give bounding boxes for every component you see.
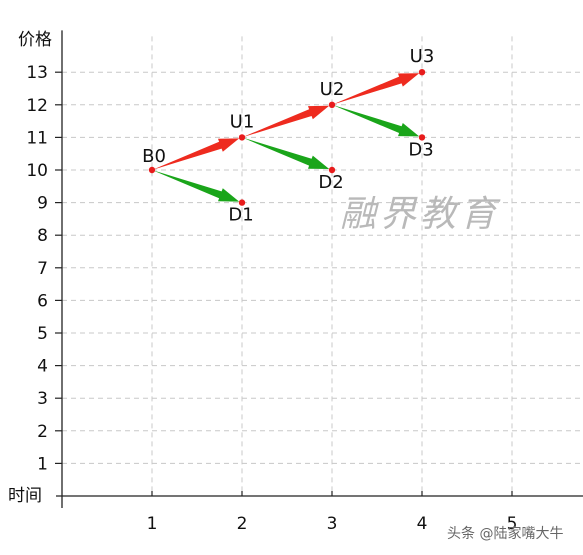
y-tick-label-8: 8	[37, 226, 48, 246]
y-axis-title: 价格	[18, 30, 52, 50]
credit-text: 头条 @陆家嘴大牛	[447, 525, 563, 542]
axes	[55, 30, 583, 508]
point-label-B0: B0	[142, 146, 166, 167]
points	[148, 69, 426, 206]
point-D2	[328, 166, 336, 174]
x-tick-label-1: 1	[147, 514, 158, 534]
y-tick-label-10: 10	[26, 161, 48, 181]
grid-lines	[62, 36, 583, 496]
point-label-D2: D2	[318, 172, 343, 193]
y-tick-label-12: 12	[26, 96, 48, 116]
watermark-text: 融界教育	[340, 194, 501, 235]
point-label-D3: D3	[408, 139, 433, 160]
arrow-U1-to-U2	[242, 105, 330, 138]
point-U3	[418, 69, 426, 76]
y-tick-label-7: 7	[37, 259, 48, 279]
y-tick-label-11: 11	[26, 128, 48, 148]
arrow-U2-to-U3	[332, 73, 420, 105]
point-labels: B0 U1 D1 U2 D2 U3 D3	[142, 46, 434, 225]
y-tick-label-13: 13	[26, 63, 48, 83]
point-B0	[148, 166, 156, 174]
y-tick-label-5: 5	[37, 324, 48, 344]
point-label-D1: D1	[228, 205, 253, 226]
point-label-U1: U1	[230, 111, 255, 132]
point-label-U3: U3	[410, 46, 435, 67]
x-axis-title: 时间	[8, 486, 42, 506]
arrow-U1-to-D2	[242, 137, 330, 169]
arrow-U2-to-D3	[332, 104, 420, 137]
point-D3	[418, 134, 426, 141]
x-tick-label-2: 2	[237, 514, 248, 534]
y-tick-label-9: 9	[37, 194, 48, 214]
y-tick-label-6: 6	[37, 291, 48, 311]
point-U1	[238, 134, 246, 141]
y-tick-label-4: 4	[37, 357, 48, 377]
y-tick-label-1: 1	[37, 454, 48, 474]
point-D1	[238, 199, 246, 206]
arrows	[152, 73, 420, 202]
point-U2	[328, 101, 336, 109]
arrow-B0-to-U1	[152, 138, 240, 170]
x-tick-label-3: 3	[327, 514, 338, 534]
point-label-U2: U2	[320, 79, 345, 100]
arrow-B0-to-D1	[152, 170, 240, 202]
x-tick-label-4: 4	[417, 514, 428, 534]
x-tick-label-5: 5	[507, 514, 518, 534]
y-tick-label-3: 3	[37, 389, 48, 409]
y-tick-label-2: 2	[37, 422, 48, 442]
